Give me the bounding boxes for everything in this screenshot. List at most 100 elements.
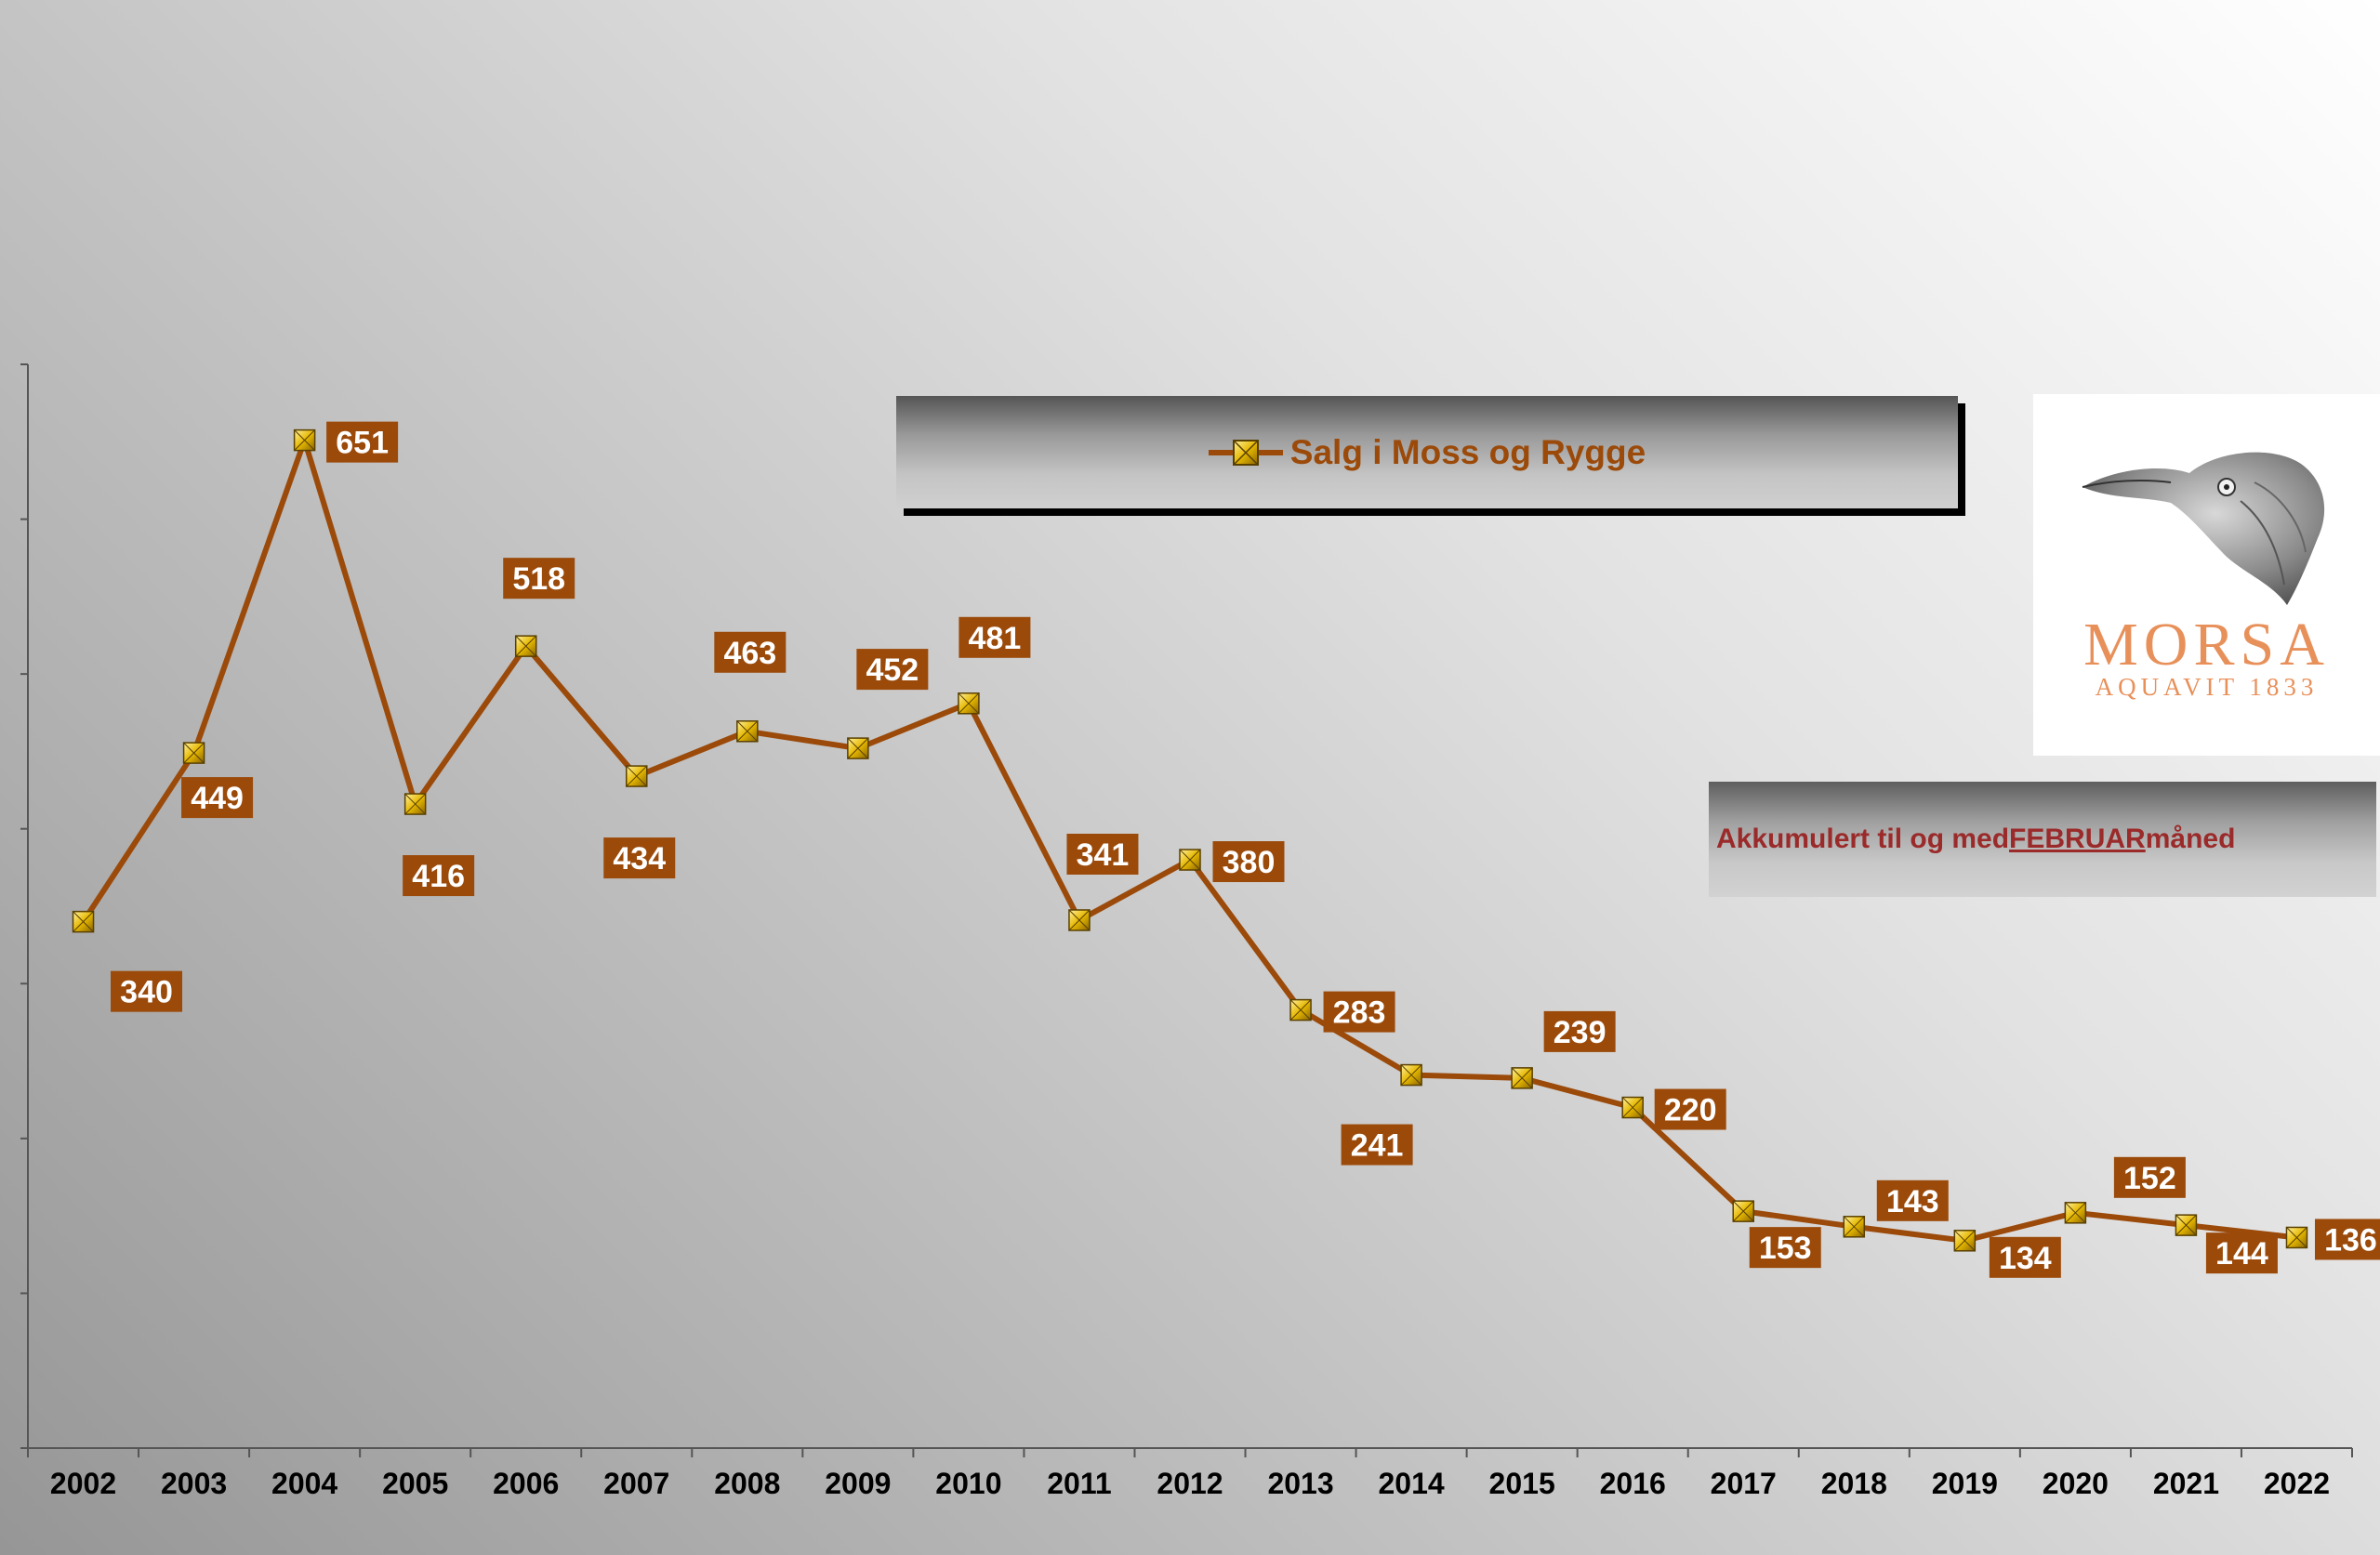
series-markers — [72, 428, 2308, 1252]
data-point-marker — [2285, 1226, 2308, 1249]
data-label-text: 380 — [1223, 845, 1276, 880]
data-label-box — [1543, 1010, 1616, 1052]
data-label: 136 — [2314, 1219, 2380, 1260]
logo-brand-subtitle: AQUAVIT 1833 — [2095, 673, 2319, 701]
data-label: 481 — [959, 616, 1031, 658]
data-point-marker — [2175, 1214, 2198, 1236]
x-tick-label: 2015 — [1489, 1467, 1555, 1500]
data-label: 144 — [2205, 1232, 2278, 1274]
data-label-text: 651 — [336, 426, 389, 461]
data-label-box — [1989, 1236, 2061, 1278]
x-tick-label: 2017 — [1711, 1467, 1777, 1500]
data-label: 452 — [856, 649, 929, 691]
data-label-text: 136 — [2324, 1222, 2377, 1258]
data-label-text: 434 — [613, 841, 666, 876]
x-tick-label: 2012 — [1157, 1467, 1223, 1500]
data-label: 380 — [1212, 841, 1285, 883]
data-label: 239 — [1543, 1010, 1616, 1052]
data-label-text: 341 — [1077, 837, 1130, 873]
data-label: 340 — [111, 970, 183, 1012]
data-label-text: 416 — [412, 859, 465, 894]
data-label-box — [503, 558, 575, 600]
data-point-marker — [1511, 1067, 1533, 1089]
x-tick-label: 2003 — [161, 1467, 227, 1500]
data-labels: 340 449 651 416 518 434 463 452 481 341 380 283 241 2… — [111, 421, 2380, 1278]
data-label-box — [403, 855, 475, 897]
data-label-text: 283 — [1333, 995, 1386, 1031]
data-point-marker — [736, 720, 759, 743]
data-label: 134 — [1989, 1236, 2061, 1278]
data-point-marker — [1179, 849, 1201, 871]
accumulation-note: Akkumulert til og med FEBRUAR måned — [1709, 782, 2376, 897]
data-label: 341 — [1066, 833, 1139, 875]
data-label-box — [714, 631, 787, 673]
data-point-marker — [1400, 1063, 1422, 1087]
note-month: FEBRUAR — [2009, 824, 2146, 854]
data-label-box — [1341, 1124, 1413, 1166]
data-point-marker — [1068, 909, 1091, 931]
data-label: 143 — [1876, 1179, 1949, 1221]
raven-head-icon — [2082, 452, 2325, 605]
x-tick-label: 2020 — [2043, 1467, 2109, 1500]
data-label: 434 — [603, 837, 676, 879]
x-tick-label: 2009 — [825, 1467, 891, 1500]
data-label-box — [1654, 1088, 1726, 1130]
x-tick-label: 2018 — [1821, 1467, 1887, 1500]
data-label-text: 220 — [1664, 1093, 1717, 1128]
data-label-box — [856, 649, 929, 691]
data-point-marker — [1621, 1096, 1644, 1119]
x-tick-label: 2011 — [1047, 1467, 1111, 1500]
data-label: 518 — [503, 558, 575, 600]
data-label-text: 340 — [120, 975, 173, 1010]
data-label: 241 — [1341, 1124, 1413, 1166]
data-label-text: 449 — [191, 781, 244, 816]
data-label-box — [959, 616, 1031, 658]
data-point-marker — [72, 910, 95, 933]
data-label-box — [1749, 1227, 1821, 1269]
x-tick-label: 2007 — [603, 1467, 669, 1500]
data-label-text: 518 — [512, 561, 565, 597]
data-label: 449 — [181, 777, 254, 819]
data-label-text: 452 — [866, 652, 919, 688]
x-tick-label: 2005 — [382, 1467, 448, 1500]
data-point-marker — [514, 635, 537, 657]
x-tick-label: 2014 — [1379, 1467, 1445, 1500]
x-tick-label: 2013 — [1267, 1467, 1333, 1500]
data-point-marker — [403, 793, 427, 815]
data-label-box — [1876, 1179, 1949, 1221]
data-label-box — [2205, 1232, 2278, 1274]
data-label-box — [1066, 833, 1139, 875]
data-label-box — [326, 421, 399, 463]
data-label-text: 463 — [723, 636, 776, 671]
x-tick-label: 2016 — [1600, 1467, 1666, 1500]
x-tick-label: 2019 — [1932, 1467, 1998, 1500]
logo-brand-name: MORSA — [2083, 611, 2330, 679]
data-label: 283 — [1323, 991, 1395, 1033]
x-tick-label: 2021 — [2153, 1467, 2219, 1500]
chart-axes — [20, 363, 2353, 1457]
data-label-box — [2113, 1156, 2186, 1198]
data-label-box — [603, 837, 676, 879]
data-point-marker — [182, 742, 205, 764]
x-tick-label: 2010 — [935, 1467, 1001, 1500]
note-prefix: Akkumulert til og med — [1716, 824, 2010, 854]
data-label: 152 — [2113, 1156, 2186, 1198]
data-point-marker — [1732, 1200, 1754, 1222]
legend-line-marker-icon — [1208, 439, 1283, 466]
data-point-marker — [958, 692, 980, 715]
data-label-text: 481 — [969, 621, 1022, 656]
x-tick-label: 2002 — [50, 1467, 116, 1500]
chart-legend: Salg i Moss og Rygge — [896, 396, 1958, 508]
data-label-text: 239 — [1554, 1015, 1606, 1050]
data-label-text: 152 — [2123, 1161, 2176, 1196]
data-point-marker — [2064, 1202, 2087, 1224]
data-point-marker — [626, 765, 648, 787]
data-label: 651 — [326, 421, 399, 463]
data-label-box — [181, 777, 254, 819]
data-label-text: 143 — [1886, 1184, 1939, 1219]
note-suffix: måned — [2145, 824, 2236, 854]
data-point-marker — [1289, 998, 1312, 1021]
x-tick-label: 2006 — [493, 1467, 559, 1500]
data-label-text: 241 — [1351, 1128, 1404, 1164]
